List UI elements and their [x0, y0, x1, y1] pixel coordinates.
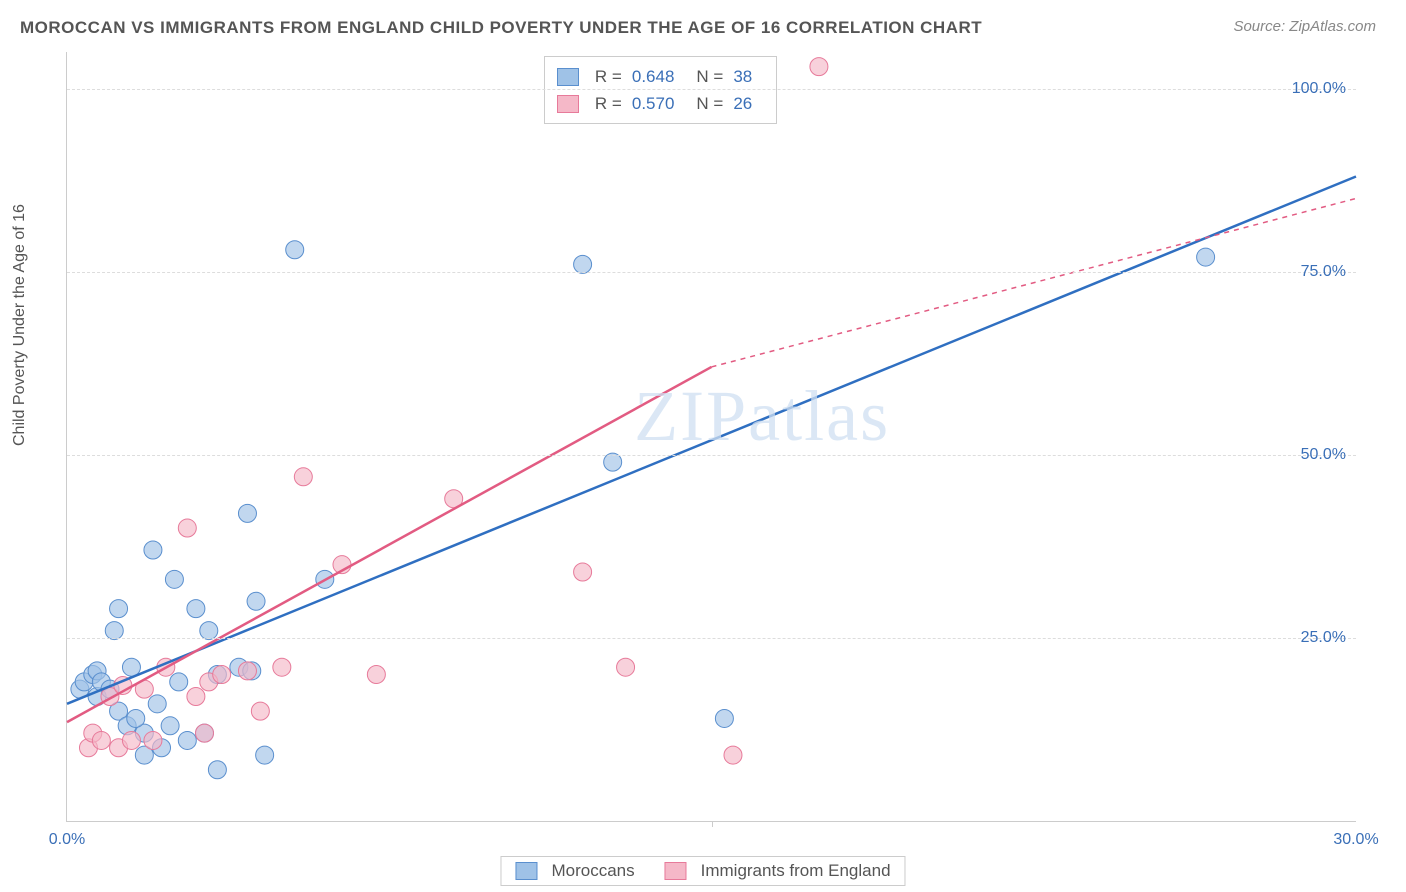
stats-row: R = 0.648 N = 38 [557, 63, 764, 90]
chart-title: MOROCCAN VS IMMIGRANTS FROM ENGLAND CHIL… [20, 18, 982, 38]
y-tick-label: 75.0% [1301, 263, 1346, 281]
y-axis-label: Child Poverty Under the Age of 16 [11, 204, 29, 446]
stats-box: R = 0.648 N = 38 R = 0.570 N = 26 [544, 56, 777, 124]
source-attribution: Source: ZipAtlas.com [1233, 18, 1376, 35]
stat-n-value: 38 [733, 63, 752, 90]
chart-container: MOROCCAN VS IMMIGRANTS FROM ENGLAND CHIL… [0, 0, 1406, 892]
stat-r-label: R = [595, 63, 622, 90]
swatch-icon [557, 68, 579, 86]
stat-n-label: N = [696, 90, 723, 117]
x-tick-label: 0.0% [49, 831, 85, 849]
chart-svg [67, 52, 1356, 821]
stat-r-label: R = [595, 90, 622, 117]
bottom-legend: Moroccans Immigrants from England [500, 856, 905, 886]
x-tick-label: 30.0% [1333, 831, 1378, 849]
legend-item: Immigrants from England [665, 861, 891, 881]
swatch-icon [557, 95, 579, 113]
legend-label: Moroccans [551, 861, 634, 881]
y-tick-label: 50.0% [1301, 446, 1346, 464]
swatch-icon [665, 862, 687, 880]
stat-n-label: N = [696, 63, 723, 90]
swatch-icon [515, 862, 537, 880]
stat-n-value: 26 [733, 90, 752, 117]
stats-row: R = 0.570 N = 26 [557, 90, 764, 117]
y-tick-label: 100.0% [1292, 80, 1346, 98]
plot-area: ZIPatlas R = 0.648 N = 38 R = 0.570 N = … [66, 52, 1356, 822]
stat-r-value: 0.570 [632, 90, 675, 117]
legend-label: Immigrants from England [701, 861, 891, 881]
stat-r-value: 0.648 [632, 63, 675, 90]
legend-item: Moroccans [515, 861, 634, 881]
y-tick-label: 25.0% [1301, 629, 1346, 647]
